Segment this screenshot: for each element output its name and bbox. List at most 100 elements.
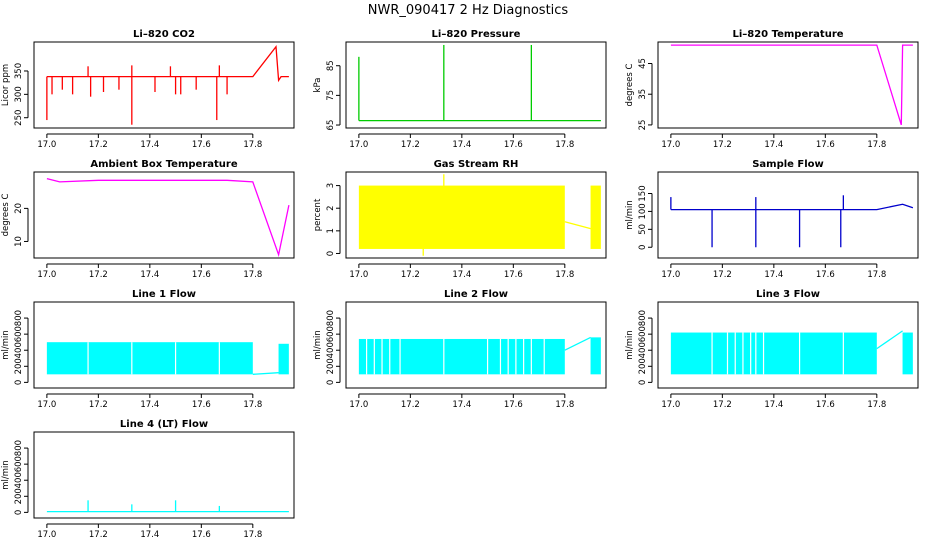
x-tick-label: 17.0 [349,270,368,280]
plot-frame [657,301,919,389]
panel-title: Line 3 Flow [756,289,820,300]
data-band [46,342,253,375]
panel-line1: Line 1 Flow ml/min 17.0 17.2 17.4 17.6 17.8 0 20… [1,289,295,410]
x-tick-label: 17.4 [764,140,783,150]
x-tick-label: 17.0 [37,530,56,540]
y-tick-label: 200 [14,358,24,374]
x-tick-label: 17.4 [764,400,783,410]
x-tick-label: 17.4 [452,140,471,150]
data-series-line [670,44,913,126]
panel-temperature: Li–820 Temperature degrees C 17.0 17.2 17.4 1… [625,29,919,150]
x-tick-label: 17.2 [89,270,108,280]
x-tick-label: 17.8 [555,270,574,280]
x-tick-label: 17.6 [192,140,211,150]
y-tick-label: 600 [14,326,24,342]
panel-co2: Li–820 CO2 Licor ppm 17.0 17.2 17.4 17.6 17.8 2… [1,29,295,150]
y-tick-label: 25 [638,120,648,131]
x-tick-label: 17.2 [89,400,108,410]
x-tick-label: 17.2 [401,140,420,150]
y-tick-label: 65 [326,120,336,131]
y-tick-label: 600 [14,456,24,472]
y-tick-label: 150 [638,185,648,201]
x-tick-label: 17.0 [37,270,56,280]
plot-frame [33,431,295,519]
x-tick-label: 17.8 [867,400,886,410]
y-axis-label: kPa [313,78,323,93]
y-tick-label: 350 [14,63,24,79]
x-tick-label: 17.2 [89,140,108,150]
x-tick-label: 17.0 [37,400,56,410]
x-tick-label: 17.2 [713,140,732,150]
y-tick-label: 300 [14,86,24,102]
panel-title: Li–820 CO2 [133,29,195,40]
y-axis-label: ml/min [625,330,635,360]
x-tick-label: 17.0 [349,140,368,150]
y-tick-label: 0 [326,380,336,385]
data-series-line [670,203,914,211]
y-tick-label: 600 [638,326,648,342]
y-tick-label: 800 [14,310,24,326]
x-tick-label: 17.6 [192,530,211,540]
y-tick-label: 200 [326,358,336,374]
data-series-line [564,221,591,230]
x-tick-label: 17.4 [140,270,159,280]
x-tick-label: 17.2 [401,270,420,280]
x-tick-label: 17.0 [37,140,56,150]
y-axis-label: degrees C [625,64,635,107]
y-tick-label: 800 [14,440,24,456]
panel-title: Li–820 Pressure [432,29,521,40]
data-band [278,343,289,375]
panel-title: Line 1 Flow [132,289,196,300]
x-tick-label: 17.4 [452,270,471,280]
x-tick-label: 17.8 [867,140,886,150]
y-tick-label: 0 [638,245,648,250]
y-tick-label: 800 [326,310,336,326]
x-tick-label: 17.8 [243,140,262,150]
y-tick-label: 400 [14,472,24,488]
x-tick-label: 17.8 [555,400,574,410]
plot-frame [33,41,295,129]
y-axis-label: percent [313,198,323,231]
x-tick-label: 17.8 [243,400,262,410]
data-band [590,337,601,375]
x-tick-label: 17.4 [140,530,159,540]
y-axis-label: degrees C [1,194,11,237]
y-tick-label: 600 [326,326,336,342]
y-axis-label: ml/min [1,460,11,490]
y-tick-label: 200 [638,358,648,374]
x-tick-label: 17.6 [816,270,835,280]
x-tick-label: 17.4 [452,400,471,410]
panel-title: Li–820 Temperature [732,29,843,40]
panel-sample: Sample Flow ml/min 17.0 17.2 17.4 17.6 17.8 0 50… [625,159,919,280]
x-tick-label: 17.0 [661,140,680,150]
x-tick-label: 17.8 [243,270,262,280]
x-tick-label: 17.0 [661,270,680,280]
plot-frame [657,41,919,129]
data-band [670,332,877,375]
x-tick-label: 17.4 [140,400,159,410]
y-tick-label: 200 [14,488,24,504]
y-tick-label: 800 [638,310,648,326]
y-tick-label: 0 [14,380,24,385]
y-tick-label: 400 [326,342,336,358]
x-tick-label: 17.6 [816,400,835,410]
y-tick-label: 2 [326,205,336,210]
x-tick-label: 17.6 [504,270,523,280]
data-band [590,185,601,249]
y-tick-label: 35 [638,89,648,100]
y-tick-label: 100 [638,203,648,219]
plot-frame [657,171,919,259]
y-tick-label: 75 [326,90,336,101]
x-tick-label: 17.2 [713,270,732,280]
panel-title: Ambient Box Temperature [90,159,237,170]
y-axis-label: ml/min [625,200,635,230]
y-tick-label: 1 [326,228,336,233]
panel-ambient: Ambient Box Temperature degrees C 17.0 17.2… [1,159,295,280]
y-axis-label: ml/min [1,330,11,360]
x-tick-label: 17.2 [713,400,732,410]
panel-line2: Line 2 Flow ml/min 17.0 17.2 17.4 17.6 17.8 0 20… [313,289,607,410]
y-tick-label: 0 [326,251,336,256]
x-tick-label: 17.8 [555,140,574,150]
panel-line3: Line 3 Flow ml/min 17.0 17.2 17.4 17.6 17.8 0 20… [625,289,919,410]
